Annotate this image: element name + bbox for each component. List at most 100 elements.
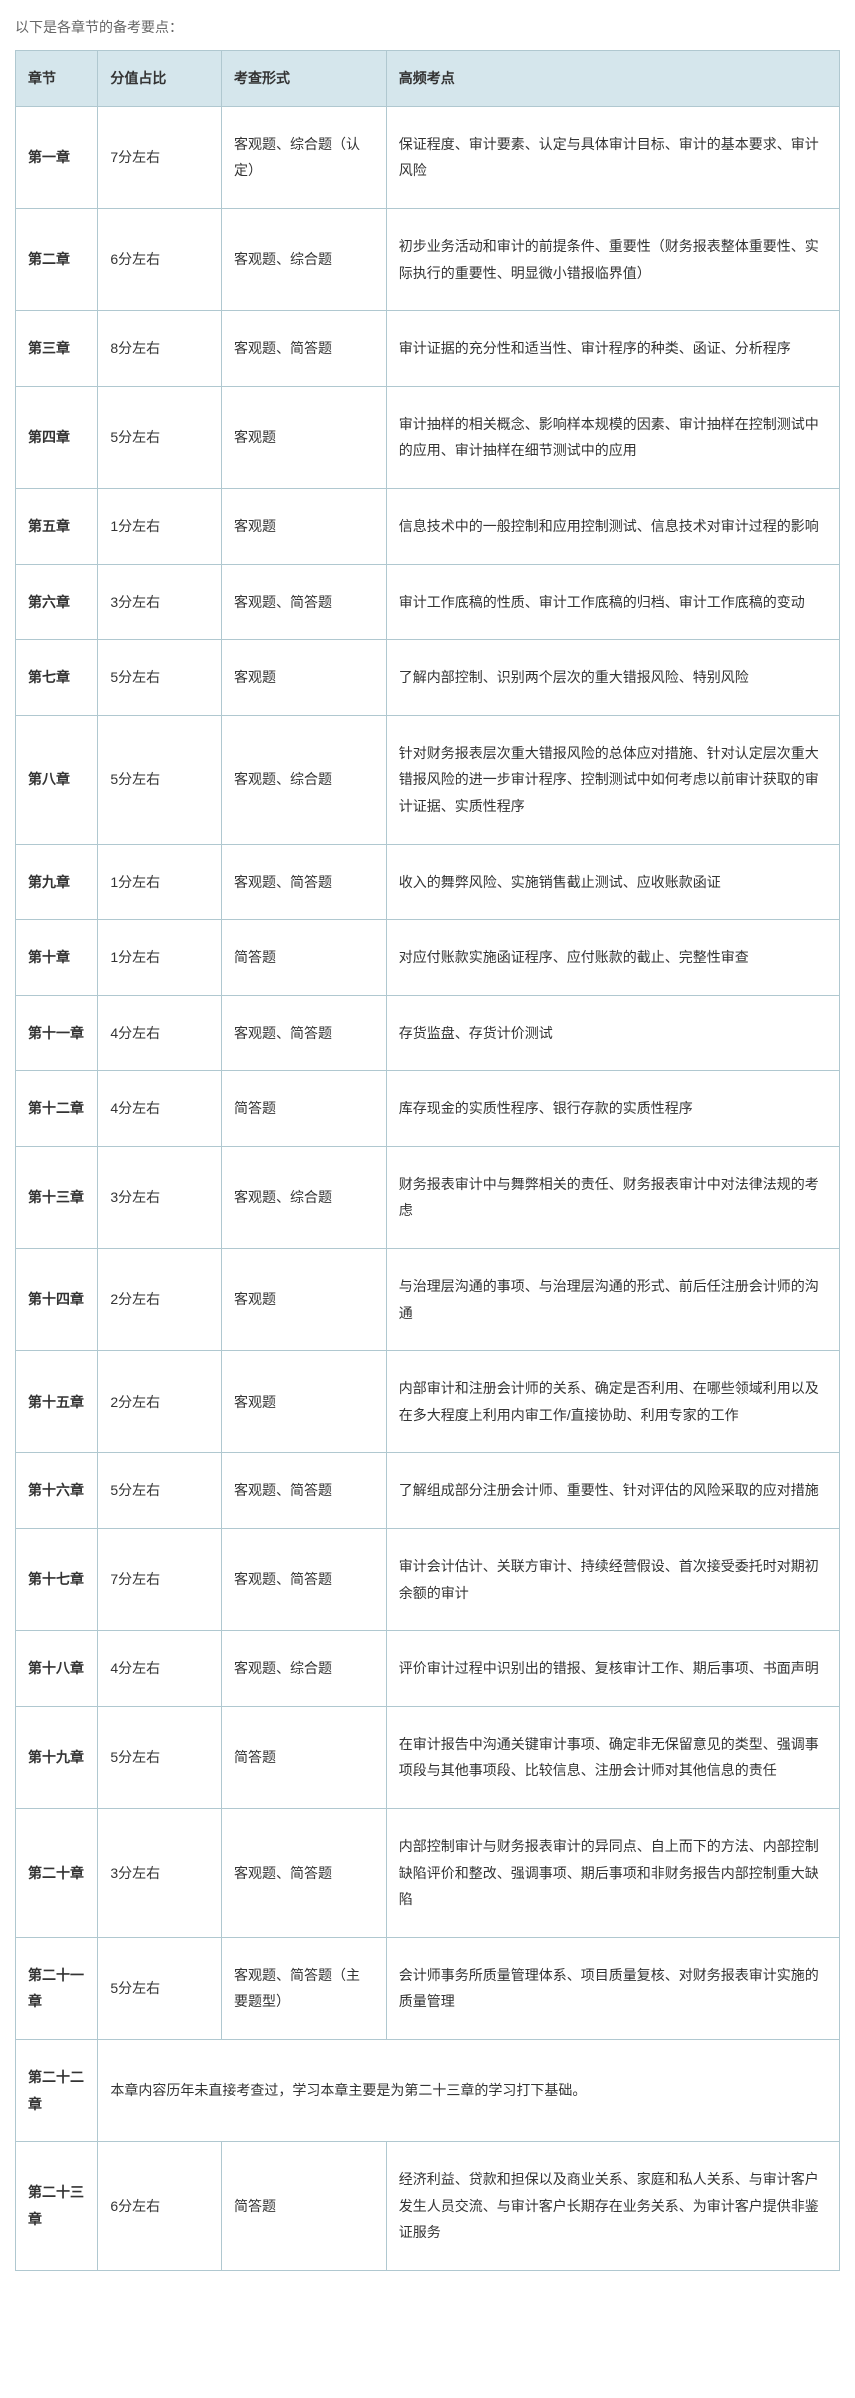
cell-format: 客观题、简答题 [221, 564, 386, 640]
header-chapter: 章节 [16, 51, 98, 107]
cell-chapter: 第七章 [16, 640, 98, 716]
cell-points: 初步业务活动和审计的前提条件、重要性（财务报表整体重要性、实际执行的重要性、明显… [386, 208, 839, 310]
cell-score: 7分左右 [98, 1529, 222, 1631]
cell-chapter: 第十七章 [16, 1529, 98, 1631]
cell-chapter: 第十四章 [16, 1249, 98, 1351]
cell-points: 了解组成部分注册会计师、重要性、针对评估的风险采取的应对措施 [386, 1453, 839, 1529]
cell-chapter: 第十章 [16, 920, 98, 996]
cell-score: 5分左右 [98, 1453, 222, 1529]
cell-points: 会计师事务所质量管理体系、项目质量复核、对财务报表审计实施的质量管理 [386, 1937, 839, 2039]
cell-format: 简答题 [221, 1706, 386, 1808]
cell-score: 3分左右 [98, 1146, 222, 1248]
cell-chapter: 第四章 [16, 386, 98, 488]
cell-points: 了解内部控制、识别两个层次的重大错报风险、特别风险 [386, 640, 839, 716]
cell-score: 4分左右 [98, 1631, 222, 1707]
cell-score: 3分左右 [98, 564, 222, 640]
cell-points: 保证程度、审计要素、认定与具体审计目标、审计的基本要求、审计风险 [386, 106, 839, 208]
cell-score: 2分左右 [98, 1249, 222, 1351]
cell-score: 5分左右 [98, 1937, 222, 2039]
cell-format: 简答题 [221, 1071, 386, 1147]
cell-score: 5分左右 [98, 386, 222, 488]
cell-format: 客观题 [221, 1249, 386, 1351]
cell-format: 客观题、简答题 [221, 1529, 386, 1631]
cell-points: 存货监盘、存货计价测试 [386, 995, 839, 1071]
cell-chapter: 第十八章 [16, 1631, 98, 1707]
cell-points: 针对财务报表层次重大错报风险的总体应对措施、针对认定层次重大错报风险的进一步审计… [386, 715, 839, 844]
cell-chapter: 第一章 [16, 106, 98, 208]
cell-chapter: 第二十三章 [16, 2142, 98, 2271]
cell-points: 与治理层沟通的事项、与治理层沟通的形式、前后任注册会计师的沟通 [386, 1249, 839, 1351]
table-row: 第十三章3分左右客观题、综合题财务报表审计中与舞弊相关的责任、财务报表审计中对法… [16, 1146, 840, 1248]
cell-format: 客观题、简答题 [221, 1453, 386, 1529]
cell-chapter: 第九章 [16, 844, 98, 920]
cell-chapter: 第十二章 [16, 1071, 98, 1147]
cell-points: 收入的舞弊风险、实施销售截止测试、应收账款函证 [386, 844, 839, 920]
cell-points: 在审计报告中沟通关键审计事项、确定非无保留意见的类型、强调事项段与其他事项段、比… [386, 1706, 839, 1808]
table-row: 第十四章2分左右客观题与治理层沟通的事项、与治理层沟通的形式、前后任注册会计师的… [16, 1249, 840, 1351]
table-row: 第七章5分左右客观题了解内部控制、识别两个层次的重大错报风险、特别风险 [16, 640, 840, 716]
cell-format: 客观题、简答题 [221, 311, 386, 387]
cell-score: 3分左右 [98, 1809, 222, 1938]
header-format: 考查形式 [221, 51, 386, 107]
cell-points: 对应付账款实施函证程序、应付账款的截止、完整性审查 [386, 920, 839, 996]
cell-score: 6分左右 [98, 208, 222, 310]
table-row: 第十六章5分左右客观题、简答题了解组成部分注册会计师、重要性、针对评估的风险采取… [16, 1453, 840, 1529]
table-row: 第八章5分左右客观题、综合题针对财务报表层次重大错报风险的总体应对措施、针对认定… [16, 715, 840, 844]
cell-points: 内部审计和注册会计师的关系、确定是否利用、在哪些领域利用以及在多大程度上利用内审… [386, 1351, 839, 1453]
header-points: 高频考点 [386, 51, 839, 107]
table-row: 第四章5分左右客观题审计抽样的相关概念、影响样本规模的因素、审计抽样在控制测试中… [16, 386, 840, 488]
cell-chapter: 第二十章 [16, 1809, 98, 1938]
cell-score: 1分左右 [98, 844, 222, 920]
cell-score: 4分左右 [98, 995, 222, 1071]
cell-points: 经济利益、贷款和担保以及商业关系、家庭和私人关系、与审计客户发生人员交流、与审计… [386, 2142, 839, 2271]
cell-format: 简答题 [221, 2142, 386, 2271]
cell-format: 客观题 [221, 488, 386, 564]
cell-merged-note: 本章内容历年未直接考查过，学习本章主要是为第二十三章的学习打下基础。 [98, 2039, 840, 2141]
table-row: 第十九章5分左右简答题在审计报告中沟通关键审计事项、确定非无保留意见的类型、强调… [16, 1706, 840, 1808]
table-row: 第二十三章6分左右简答题经济利益、贷款和担保以及商业关系、家庭和私人关系、与审计… [16, 2142, 840, 2271]
cell-format: 客观题、简答题 [221, 995, 386, 1071]
cell-chapter: 第十一章 [16, 995, 98, 1071]
table-row: 第二十二章本章内容历年未直接考查过，学习本章主要是为第二十三章的学习打下基础。 [16, 2039, 840, 2141]
cell-score: 7分左右 [98, 106, 222, 208]
cell-chapter: 第十九章 [16, 1706, 98, 1808]
cell-score: 5分左右 [98, 715, 222, 844]
cell-score: 5分左右 [98, 640, 222, 716]
cell-format: 客观题、综合题（认定） [221, 106, 386, 208]
cell-points: 库存现金的实质性程序、银行存款的实质性程序 [386, 1071, 839, 1147]
cell-score: 8分左右 [98, 311, 222, 387]
cell-format: 客观题、综合题 [221, 1146, 386, 1248]
cell-chapter: 第六章 [16, 564, 98, 640]
cell-format: 客观题 [221, 640, 386, 716]
table-row: 第十章1分左右简答题对应付账款实施函证程序、应付账款的截止、完整性审查 [16, 920, 840, 996]
table-row: 第五章1分左右客观题信息技术中的一般控制和应用控制测试、信息技术对审计过程的影响 [16, 488, 840, 564]
cell-score: 2分左右 [98, 1351, 222, 1453]
table-header-row: 章节 分值占比 考查形式 高频考点 [16, 51, 840, 107]
cell-format: 客观题、综合题 [221, 1631, 386, 1707]
cell-points: 审计工作底稿的性质、审计工作底稿的归档、审计工作底稿的变动 [386, 564, 839, 640]
table-row: 第十二章4分左右简答题库存现金的实质性程序、银行存款的实质性程序 [16, 1071, 840, 1147]
header-score: 分值占比 [98, 51, 222, 107]
table-row: 第一章7分左右客观题、综合题（认定）保证程度、审计要素、认定与具体审计目标、审计… [16, 106, 840, 208]
cell-format: 简答题 [221, 920, 386, 996]
table-row: 第十八章4分左右客观题、综合题评价审计过程中识别出的错报、复核审计工作、期后事项… [16, 1631, 840, 1707]
cell-score: 5分左右 [98, 1706, 222, 1808]
cell-chapter: 第八章 [16, 715, 98, 844]
cell-points: 审计会计估计、关联方审计、持续经营假设、首次接受委托时对期初余额的审计 [386, 1529, 839, 1631]
study-points-table: 章节 分值占比 考查形式 高频考点 第一章7分左右客观题、综合题（认定）保证程度… [15, 50, 840, 2271]
cell-chapter: 第五章 [16, 488, 98, 564]
table-row: 第十五章2分左右客观题内部审计和注册会计师的关系、确定是否利用、在哪些领域利用以… [16, 1351, 840, 1453]
table-row: 第十七章7分左右客观题、简答题审计会计估计、关联方审计、持续经营假设、首次接受委… [16, 1529, 840, 1631]
cell-chapter: 第二十二章 [16, 2039, 98, 2141]
cell-points: 内部控制审计与财务报表审计的异同点、自上而下的方法、内部控制缺陷评价和整改、强调… [386, 1809, 839, 1938]
cell-format: 客观题、简答题 [221, 1809, 386, 1938]
cell-points: 财务报表审计中与舞弊相关的责任、财务报表审计中对法律法规的考虑 [386, 1146, 839, 1248]
cell-score: 6分左右 [98, 2142, 222, 2271]
cell-format: 客观题、简答题 [221, 844, 386, 920]
cell-points: 审计证据的充分性和适当性、审计程序的种类、函证、分析程序 [386, 311, 839, 387]
cell-format: 客观题 [221, 386, 386, 488]
cell-format: 客观题、综合题 [221, 715, 386, 844]
cell-chapter: 第二十一章 [16, 1937, 98, 2039]
cell-points: 评价审计过程中识别出的错报、复核审计工作、期后事项、书面声明 [386, 1631, 839, 1707]
cell-format: 客观题 [221, 1351, 386, 1453]
